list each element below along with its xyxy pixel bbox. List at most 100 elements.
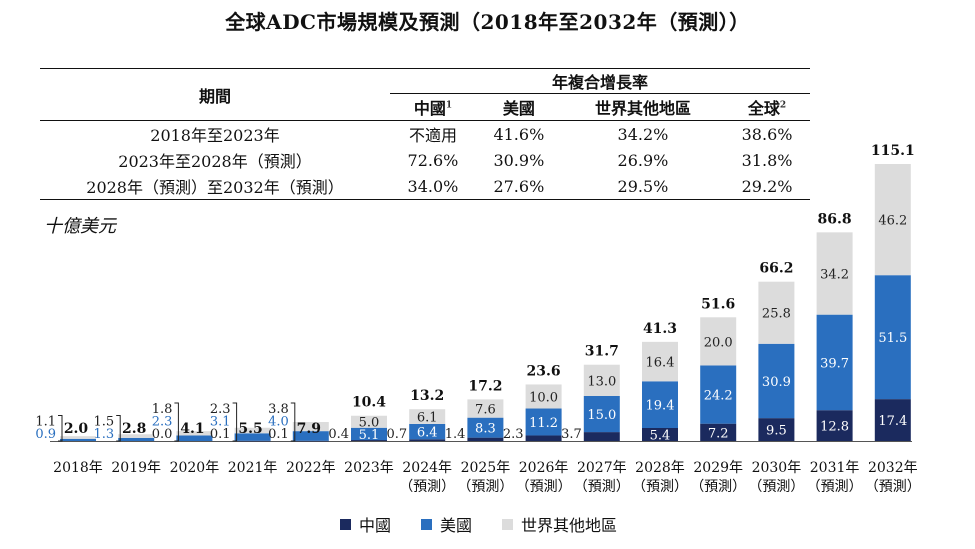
legend-swatch-rest-of-world: [502, 518, 514, 530]
total-label: 13.2: [410, 388, 444, 404]
data-label-stack: 1.5: [94, 415, 115, 430]
data-label-usa: 19.4: [646, 399, 675, 414]
data-label-china: 9.5: [766, 424, 787, 439]
x-tick-label: 2022年: [286, 460, 336, 476]
table-cell: 41.6%: [493, 124, 545, 144]
bar-segment-usa: [700, 365, 737, 424]
bar-segment-china: [467, 437, 504, 441]
data-label-stack: 1.1: [35, 415, 56, 430]
x-tick-label: 2027年: [577, 460, 627, 476]
table-cell: 34.0%: [390, 173, 476, 200]
table-cell: 72.6%: [407, 150, 459, 170]
bar-segment-china: [874, 399, 911, 441]
bar-segment-china: [700, 423, 737, 441]
data-label-rest-of-world: 6.1: [417, 411, 438, 426]
bar-segment-rest-of-world: [234, 427, 271, 434]
data-label-china: 7.2: [708, 426, 729, 441]
bar-segment-rest-of-world: [525, 384, 562, 409]
data-label-rest-of-world: 46.2: [878, 214, 907, 229]
table-cell: 30.9%: [493, 150, 545, 170]
data-label-china: 3.7: [561, 427, 582, 442]
bar-segment-usa: [118, 437, 155, 441]
legend-item-china: 中國: [340, 512, 391, 536]
bar-segment-usa: [758, 343, 795, 419]
bar-segment-china: [816, 410, 853, 441]
data-label-stack: 1.3: [94, 427, 115, 442]
bar-segment-rest-of-world: [816, 232, 853, 315]
legend-swatch-china: [340, 518, 351, 530]
data-label-china: 12.8: [820, 420, 849, 435]
row-period: 2018年至2023年: [150, 126, 280, 145]
legend-label: 中國: [359, 516, 392, 535]
bar-segment-rest-of-world: [118, 434, 155, 438]
table-cell: 34.2%: [617, 124, 669, 144]
data-label-usa: 51.5: [878, 331, 907, 346]
total-label: 23.6: [527, 363, 561, 379]
legend-swatch-usa: [421, 518, 433, 530]
cagr-table: 期間 年複合增長率 中國1 美國 世界其他地區 全球2 2018年至2023年 …: [40, 68, 810, 200]
table-row: 2023年至2028年（預測） 72.6% 30.9% 26.9% 31.8%: [40, 147, 810, 173]
x-tick-label: 2028年: [635, 460, 685, 476]
bar-segment-usa: [874, 275, 911, 400]
x-tick-label: 2026年: [519, 460, 569, 476]
x-tick-label: 2030年: [752, 460, 802, 476]
label-bracket: [174, 402, 179, 442]
data-label-china: 0.7: [387, 427, 408, 442]
data-label-rest-of-world: 16.4: [646, 356, 675, 371]
bar-segment-china: [758, 418, 795, 441]
table-cell: 29.2%: [724, 173, 810, 200]
bar-segment-china: [642, 428, 678, 441]
label-bracket: [58, 415, 63, 442]
data-label-rest-of-world: 34.2: [820, 268, 849, 283]
data-label-rest-of-world: 5.0: [359, 416, 380, 431]
bar-segment-rest-of-world: [700, 317, 737, 366]
bar-segment-china: [292, 440, 329, 442]
data-label-usa: 11.2: [529, 416, 558, 431]
legend-label: 世界其他地區: [521, 516, 618, 535]
total-label: 10.4: [352, 395, 386, 411]
bar-segment-usa: [816, 314, 853, 411]
legend-label: 美國: [440, 516, 473, 535]
legend: 中國 美國 世界其他地區: [340, 512, 617, 536]
x-tick-sublabel: （預測）: [632, 479, 688, 495]
bar-segment-usa: [583, 395, 620, 433]
x-tick-label: 2031年: [810, 460, 860, 476]
total-label: 66.2: [759, 261, 793, 277]
x-tick-sublabel: （預測）: [399, 479, 455, 495]
x-tick-label: 2021年: [228, 460, 278, 476]
total-label: 41.3: [643, 321, 677, 337]
table-cell: 29.5%: [561, 173, 725, 200]
x-tick-sublabel: （預測）: [457, 479, 513, 495]
data-label-usa: 6.4: [417, 426, 438, 441]
bar-segment-china: [234, 440, 271, 442]
bar-segment-rest-of-world: [409, 409, 446, 424]
data-label-stack: 2.3: [152, 415, 173, 430]
total-label: 31.7: [585, 344, 619, 360]
bar-segment-usa: [234, 433, 271, 441]
total-label: 4.1: [180, 421, 204, 437]
x-tick-sublabel: （預測）: [690, 479, 746, 495]
data-label-usa: 8.3: [475, 422, 496, 437]
data-label-usa: 30.9: [762, 375, 791, 390]
cagr-group-header: 年複合增長率: [390, 68, 810, 94]
bar-segment-rest-of-world: [874, 164, 911, 276]
data-label-usa: 24.2: [704, 389, 733, 404]
table-cell: 27.6%: [475, 173, 562, 200]
legend-item-usa: 美國: [421, 512, 472, 536]
data-label-stack: 0.0: [152, 427, 173, 442]
unit-label: 十億美元: [44, 216, 116, 237]
total-label: 5.5: [238, 421, 262, 437]
bar-segment-rest-of-world: [351, 415, 387, 428]
x-tick-label: 2023年: [344, 460, 394, 476]
x-tick-sublabel: （預測）: [574, 479, 630, 495]
data-label-stack: 3.1: [210, 415, 231, 430]
table-cell: 26.9%: [617, 150, 669, 170]
bar-segment-rest-of-world: [176, 431, 213, 436]
data-label-rest-of-world: 25.8: [762, 307, 791, 322]
bar-segment-rest-of-world: [758, 281, 795, 344]
x-tick-sublabel: （預測）: [865, 479, 921, 495]
data-label-china: 1.4: [445, 427, 466, 442]
x-tick-label: 2032年: [868, 460, 918, 476]
data-label-stack: 4.0: [268, 415, 289, 430]
